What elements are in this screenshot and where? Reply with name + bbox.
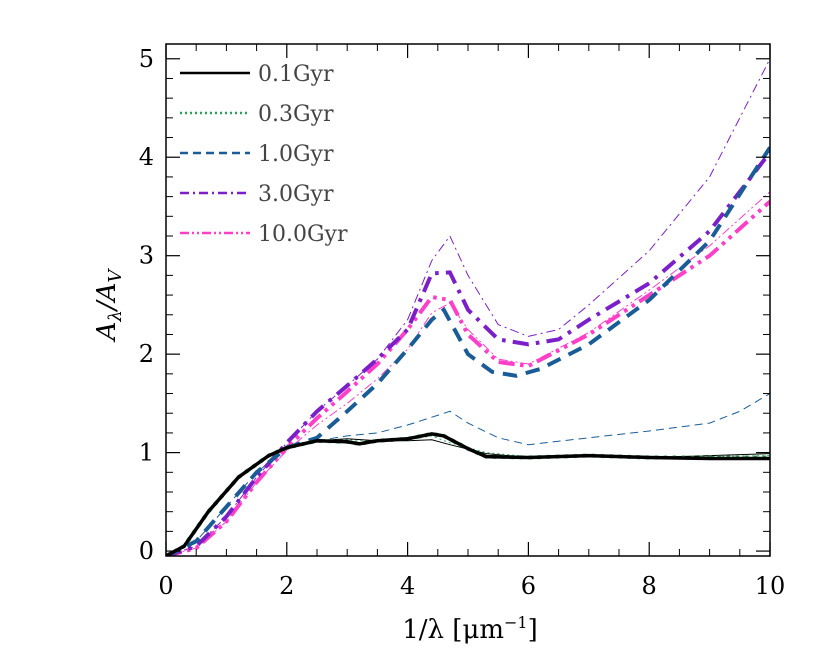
y-tick-label: 1: [139, 439, 154, 467]
x-axis-label-sup: −1: [504, 613, 528, 632]
x-tick-label: 6: [521, 572, 536, 600]
tick-labels: 0 2 4 6 8 10 0 1 2 3 4 5: [139, 45, 786, 600]
x-tick-label: 0: [158, 572, 173, 600]
y-axis-label-sub1: λ: [105, 310, 126, 322]
series-line-thick: [166, 151, 770, 556]
legend: 0.1Gyr 0.3Gyr 1.0Gyr 3.0Gyr 10.0Gyr: [180, 62, 348, 247]
axis-ticks: [165, 44, 771, 556]
plot-lines: [166, 58, 770, 556]
legend-label: 0.1Gyr: [258, 62, 334, 87]
x-axis-label-close: ]: [528, 615, 538, 645]
y-tick-label: 5: [139, 45, 154, 73]
y-axis-label-div: /A: [92, 283, 122, 314]
series-line-thick: [166, 431, 770, 556]
legend-label: 1.0Gyr: [258, 142, 334, 167]
series-line-thick: [166, 200, 770, 556]
series-line-thin: [166, 435, 770, 556]
legend-label: 0.3Gyr: [258, 102, 334, 127]
x-axis-label-main: 1/λ [μm: [402, 615, 504, 645]
series-line-thin: [166, 58, 770, 556]
x-tick-label: 4: [400, 572, 415, 600]
legend-label: 3.0Gyr: [258, 182, 334, 207]
y-tick-label: 4: [139, 143, 154, 171]
x-axis-label: 1/λ [μm−1]: [402, 613, 538, 645]
x-tick-label: 2: [279, 572, 294, 600]
series-line-thick: [166, 432, 770, 556]
y-axis-label-main: A: [92, 322, 122, 343]
y-axis-label-sub2: V: [105, 268, 126, 283]
x-tick-label: 10: [755, 572, 786, 600]
y-tick-label: 2: [139, 340, 154, 368]
series-line-thin: [166, 191, 770, 556]
y-tick-label: 0: [139, 537, 154, 565]
legend-label: 10.0Gyr: [258, 222, 348, 247]
series-line-thin: [166, 393, 770, 556]
y-axis-label: Aλ/AV: [92, 268, 126, 343]
series-line-thick: [166, 146, 770, 556]
y-tick-label: 3: [139, 242, 154, 270]
x-tick-label: 8: [642, 572, 657, 600]
